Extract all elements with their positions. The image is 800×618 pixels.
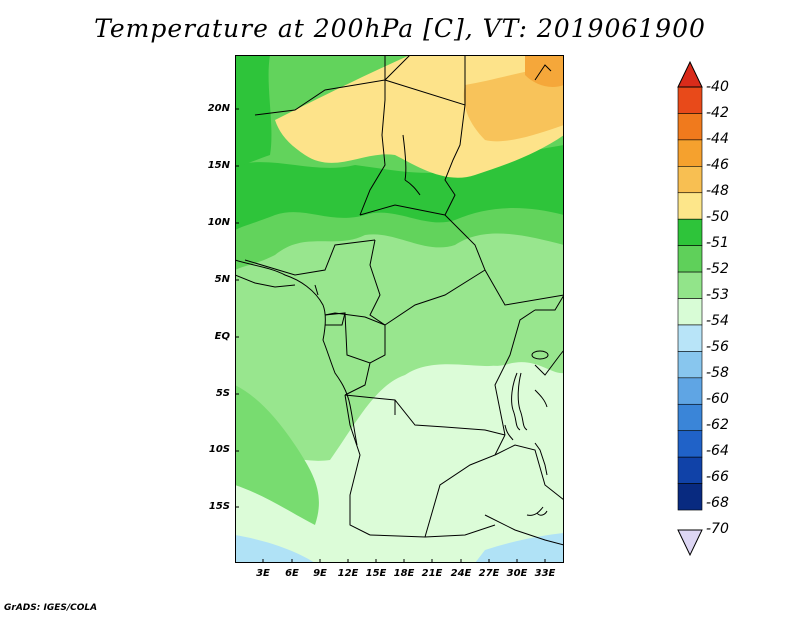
colorbar-label-minus70: -70 xyxy=(706,521,729,537)
colorbar-label-minus50: -50 xyxy=(706,209,729,225)
lat-label-eq: EQ xyxy=(214,331,230,342)
colorbar-bottom-arrow xyxy=(677,529,703,557)
colorbar-label-minus64: -64 xyxy=(706,443,729,459)
colorbar-swatches xyxy=(677,86,703,511)
lon-label-30e: 30E xyxy=(506,568,528,579)
colorbar-label-minus44: -44 xyxy=(706,131,729,147)
colorbar-swatch-c46 xyxy=(677,139,703,167)
lat-label-10n: 10N xyxy=(207,217,230,228)
lon-label-27e: 27E xyxy=(478,568,500,579)
region-minus53-west xyxy=(235,385,319,525)
colorbar-swatch-c48 xyxy=(677,166,703,194)
colorbar-label-minus66: -66 xyxy=(706,469,729,485)
lon-label-15e: 15E xyxy=(365,568,387,579)
colorbar-label-minus54: -54 xyxy=(706,313,729,329)
region-minus46-corner xyxy=(525,55,564,87)
colorbar-swatch-c51 xyxy=(677,218,703,246)
colorbar-swatch-c54 xyxy=(677,298,703,326)
colorbar-swatch-c42 xyxy=(677,86,703,114)
colorbar-swatch-c50 xyxy=(677,192,703,220)
colorbar-label-minus58: -58 xyxy=(706,365,729,381)
region-minus51-west xyxy=(235,55,272,167)
colorbar-label-minus46: -46 xyxy=(706,157,729,173)
colorbar-label-minus40: -40 xyxy=(706,79,729,95)
colorbar-label-minus52: -52 xyxy=(706,261,729,277)
lat-label-10s: 10S xyxy=(208,444,230,455)
colorbar-swatch-c52 xyxy=(677,245,703,273)
coastline xyxy=(235,259,358,446)
lat-label-20n: 20N xyxy=(207,103,230,114)
lon-label-12e: 12E xyxy=(337,568,359,579)
colorbar-label-minus42: -42 xyxy=(706,105,729,121)
lon-label-21e: 21E xyxy=(421,568,443,579)
region-minus56-corner xyxy=(235,535,315,563)
lon-label-6e: 6E xyxy=(285,568,299,579)
colorbar-swatch-c56 xyxy=(677,324,703,352)
lon-label-9e: 9E xyxy=(313,568,327,579)
colorbar-label-minus51: -51 xyxy=(706,235,729,251)
lat-label-5n: 5N xyxy=(214,274,230,285)
colorbar-swatch-c68 xyxy=(677,483,703,511)
longitude-ticks xyxy=(262,559,546,563)
colorbar-swatch-c44 xyxy=(677,113,703,141)
colorbar-label-minus62: -62 xyxy=(706,417,729,433)
colorbar-label-minus48: -48 xyxy=(706,183,729,199)
lon-label-24e: 24E xyxy=(450,568,472,579)
colorbar-label-minus60: -60 xyxy=(706,391,729,407)
colorbar-swatch-c58 xyxy=(677,351,703,379)
colorbar-label-minus68: -68 xyxy=(706,495,729,511)
lon-label-18e: 18E xyxy=(393,568,415,579)
region-minus56-southeast xyxy=(475,533,564,563)
colorbar-swatch-c64 xyxy=(677,430,703,458)
lat-label-15n: 15N xyxy=(207,160,230,171)
colorbar-label-minus53: -53 xyxy=(706,287,729,303)
colorbar-label-minus56: -56 xyxy=(706,339,729,355)
colorbar-swatch-c66 xyxy=(677,456,703,484)
lon-label-3e: 3E xyxy=(256,568,270,579)
country-boundaries xyxy=(235,55,564,546)
grads-credit: GrADS: IGES/COLA xyxy=(4,603,98,613)
lat-label-5s: 5S xyxy=(215,388,230,399)
lat-label-15s: 15S xyxy=(208,501,230,512)
colorbar xyxy=(677,60,703,557)
lakes xyxy=(314,64,552,516)
colorbar-swatch-c62 xyxy=(677,403,703,432)
map-title: Temperature at 200hPa [C], VT: 201906190… xyxy=(94,14,706,43)
colorbar-swatch-c60 xyxy=(677,377,703,405)
lon-label-33e: 33E xyxy=(534,568,556,579)
colorbar-top-arrow xyxy=(677,60,703,88)
temperature-map xyxy=(235,55,564,563)
colorbar-swatch-c53 xyxy=(677,271,703,299)
latitude-ticks xyxy=(235,108,239,508)
